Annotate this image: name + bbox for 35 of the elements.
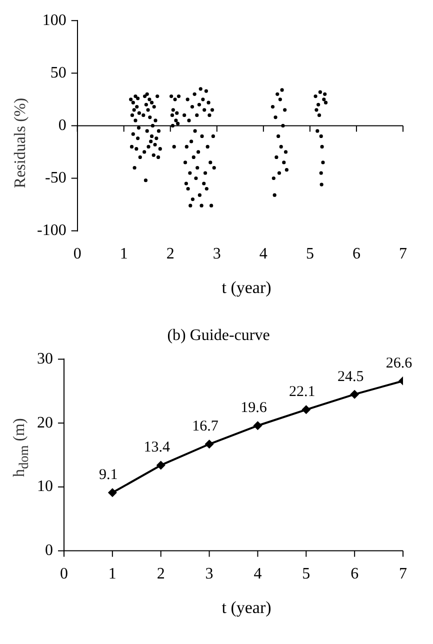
data-label: 19.6 — [240, 400, 268, 416]
data-label: 16.7 — [192, 418, 219, 435]
y-tick-label: 0 — [58, 116, 66, 134]
x-tick-label: 6 — [352, 246, 360, 263]
y-tick-label: 10 — [37, 478, 53, 496]
y-tick-label: -100 — [37, 222, 66, 240]
x-tick-label: 5 — [306, 246, 314, 263]
x-tick-label: 4 — [254, 566, 262, 583]
y-tick-label: 30 — [37, 350, 53, 368]
x-tick-label: 2 — [156, 566, 165, 583]
chart-title: (b) Guide-curve — [167, 326, 270, 344]
x-tick-label: 5 — [302, 566, 310, 583]
y-tick-label: -50 — [45, 169, 66, 186]
x-axis-title: t (year) — [220, 598, 272, 618]
y-tick-label: 0 — [45, 542, 53, 560]
x-tick-label: 1 — [108, 566, 116, 583]
x-tick-label: 4 — [259, 246, 268, 263]
data-label: 22.1 — [289, 384, 316, 400]
y-tick-label: 50 — [50, 64, 66, 82]
x-axis-title: t (year) — [220, 278, 272, 298]
data-label: 13.4 — [144, 440, 170, 456]
x-tick-label: 3 — [205, 566, 214, 583]
x-tick-label: 7 — [399, 566, 407, 583]
x-tick-label: 7 — [399, 246, 407, 263]
data-label: 24.5 — [337, 368, 364, 385]
data-label: 9.1 — [99, 467, 118, 484]
y-tick-label: 100 — [42, 12, 66, 29]
x-tick-label: 6 — [350, 566, 359, 583]
x-tick-label: 0 — [73, 246, 82, 263]
x-tick-label: 3 — [212, 246, 221, 263]
y-tick-label: 20 — [37, 414, 53, 432]
x-tick-label: 1 — [120, 246, 128, 263]
data-label: 26.6 — [386, 355, 413, 372]
y-axis-title: Residuals (%) — [12, 98, 30, 188]
x-tick-label: 2 — [166, 246, 174, 263]
